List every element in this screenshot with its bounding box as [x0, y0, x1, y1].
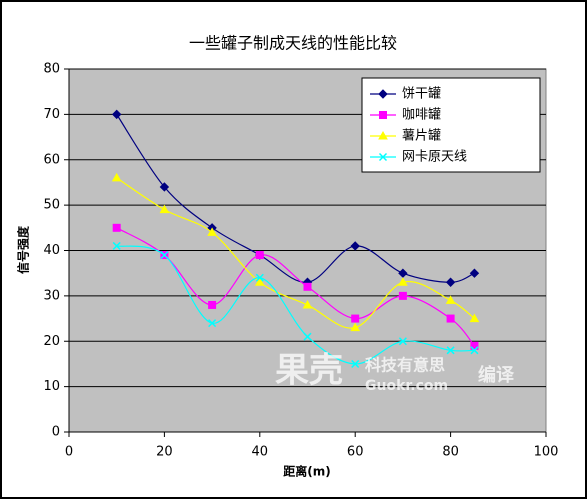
marker [469, 313, 480, 323]
series [111, 172, 480, 332]
watermark-site: Guokr.com [365, 378, 448, 394]
marker [160, 251, 169, 260]
marker [446, 346, 455, 355]
series [112, 241, 479, 368]
marker [159, 204, 170, 214]
marker [398, 291, 407, 300]
marker [378, 152, 388, 162]
marker [469, 268, 480, 278]
marker [350, 241, 360, 251]
marker [398, 268, 408, 278]
line [116, 245, 475, 365]
chart-title: 一些罐子制成天线的性能比较 [189, 34, 397, 53]
y-tick-label: 20 [43, 334, 60, 349]
legend-label: 网卡原天线 [402, 150, 467, 165]
y-tick-label: 30 [43, 288, 60, 303]
marker [445, 277, 456, 287]
x-tick-label: 100 [534, 445, 559, 460]
marker [350, 322, 361, 332]
marker [111, 109, 122, 120]
y-tick-label: 70 [43, 107, 60, 122]
marker [379, 111, 387, 119]
y-tick-label: 10 [43, 379, 60, 394]
marker [378, 89, 388, 99]
marker [207, 227, 217, 236]
watermark-brand: 果壳 [275, 351, 343, 391]
y-tick-label: 60 [43, 152, 60, 167]
legend-label: 薯片罐 [402, 129, 441, 144]
marker [398, 277, 408, 286]
marker [445, 295, 456, 304]
legend-label: 饼干罐 [402, 87, 441, 102]
x-tick-label: 60 [347, 445, 364, 460]
marker [255, 251, 264, 260]
series [112, 223, 479, 350]
y-tick-label: 0 [52, 425, 60, 440]
y-tick-label: 50 [43, 198, 60, 213]
marker [446, 314, 455, 323]
x-tick-label: 40 [252, 445, 269, 460]
y-tick-label: 40 [43, 243, 60, 258]
x-axis-title: 距离(m) [283, 464, 330, 479]
marker [398, 337, 407, 346]
marker [111, 172, 122, 182]
series [111, 109, 480, 287]
marker [112, 223, 121, 232]
line [116, 227, 475, 347]
marker [208, 300, 217, 309]
marker [254, 277, 265, 286]
marker [208, 319, 217, 328]
watermark-tag: 编译 [478, 364, 515, 386]
watermark: 果壳 科技有意思 Guokr.com 编译 [275, 351, 515, 395]
marker [303, 282, 312, 291]
marker [255, 273, 264, 282]
y-tick-label: 80 [43, 62, 60, 77]
marker [303, 332, 312, 341]
marker [159, 182, 170, 192]
x-tick-label: 80 [442, 445, 459, 460]
marker [351, 314, 360, 323]
watermark-slogan: 科技有意思 [365, 356, 445, 375]
series-group [111, 109, 480, 368]
marker [112, 241, 121, 250]
marker [378, 130, 388, 140]
marker [470, 346, 479, 355]
marker [351, 359, 360, 368]
y-axis-title: 信号强度 [16, 225, 31, 274]
x-tick-label: 0 [65, 445, 73, 460]
legend-label: 咖啡罐 [402, 108, 441, 123]
marker [302, 299, 313, 309]
x-tick-label: 20 [156, 445, 173, 460]
